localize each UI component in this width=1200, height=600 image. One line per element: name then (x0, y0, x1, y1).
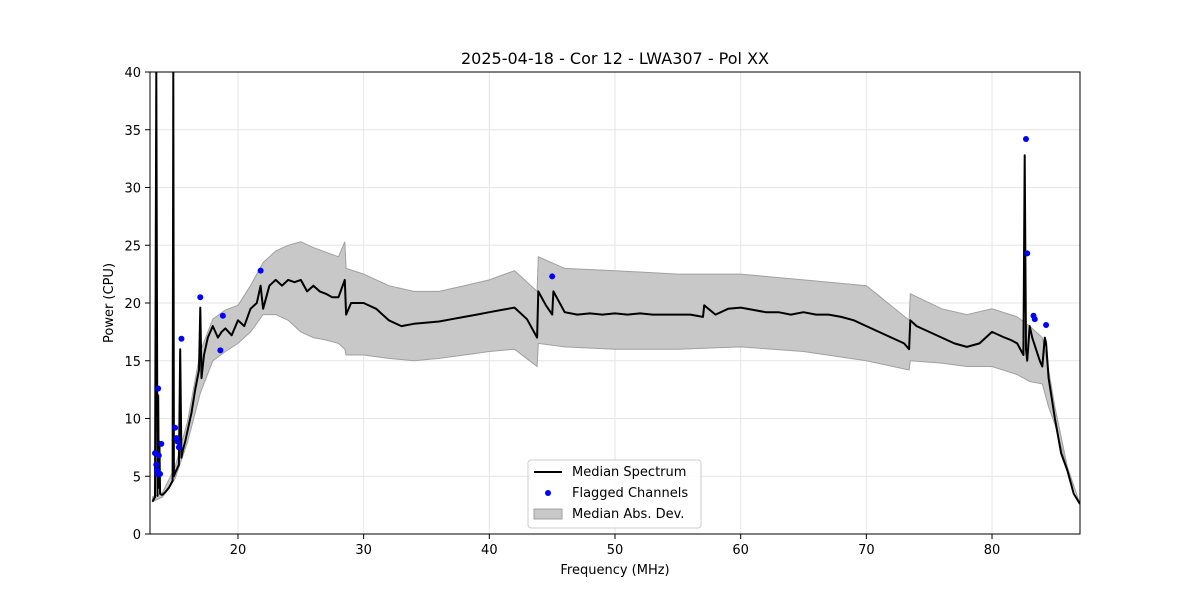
mad-band (152, 241, 1081, 505)
chart-title: 2025-04-18 - Cor 12 - LWA307 - Pol XX (461, 49, 769, 68)
mad-band-layer (152, 241, 1081, 505)
y-tick-label: 10 (124, 413, 141, 428)
flagged-point (549, 273, 556, 280)
flagged-point (217, 347, 224, 354)
flagged-point (197, 294, 204, 301)
flagged-point (157, 470, 164, 477)
y-tick-label: 0 (133, 528, 141, 543)
flagged-point (155, 385, 162, 392)
legend-mad-swatch (533, 508, 563, 520)
flagged-point (1024, 250, 1031, 257)
median-spectrum-line (151, 72, 1080, 505)
flagged-points-layer (152, 135, 1050, 477)
flagged-point (175, 444, 182, 451)
x-tick-label: 80 (984, 543, 1001, 558)
legend: Median Spectrum Flagged Channels Median … (527, 459, 702, 529)
y-tick-label: 15 (124, 355, 141, 370)
y-tick-label: 30 (124, 182, 141, 197)
x-tick-label: 70 (858, 543, 875, 558)
flagged-point (219, 312, 226, 319)
legend-median-label: Median Spectrum (572, 465, 686, 480)
y-tick-label: 35 (124, 124, 141, 139)
x-tick-label: 50 (607, 543, 624, 558)
flagged-point (155, 452, 162, 459)
y-tick-label: 25 (124, 239, 141, 254)
legend-flagged-label: Flagged Channels (572, 486, 688, 501)
x-ticks: 20 30 40 50 60 70 80 (230, 534, 1001, 558)
flagged-point (174, 438, 181, 445)
flagged-point (178, 335, 185, 342)
x-axis-label: Frequency (MHz) (560, 563, 669, 578)
y-tick-label: 20 (124, 297, 141, 312)
y-ticks: 0 5 10 15 20 25 30 35 40 (124, 66, 150, 543)
flagged-point (1022, 135, 1029, 142)
x-tick-label: 20 (230, 543, 247, 558)
flagged-point (153, 461, 160, 468)
legend-box (527, 459, 702, 529)
flagged-point (1043, 321, 1050, 328)
flagged-point (1031, 316, 1038, 323)
x-tick-label: 30 (355, 543, 372, 558)
x-tick-label: 40 (481, 543, 498, 558)
y-axis-label: Power (CPU) (102, 263, 117, 343)
legend-mad-label: Median Abs. Dev. (572, 507, 684, 522)
flagged-point (257, 267, 264, 274)
y-tick-label: 5 (133, 470, 141, 485)
y-tick-label: 40 (124, 66, 141, 81)
x-tick-label: 60 (732, 543, 749, 558)
median-line-layer (151, 72, 1080, 505)
legend-flagged-swatch (545, 490, 551, 496)
flagged-point (172, 424, 179, 431)
flagged-point (158, 440, 165, 447)
